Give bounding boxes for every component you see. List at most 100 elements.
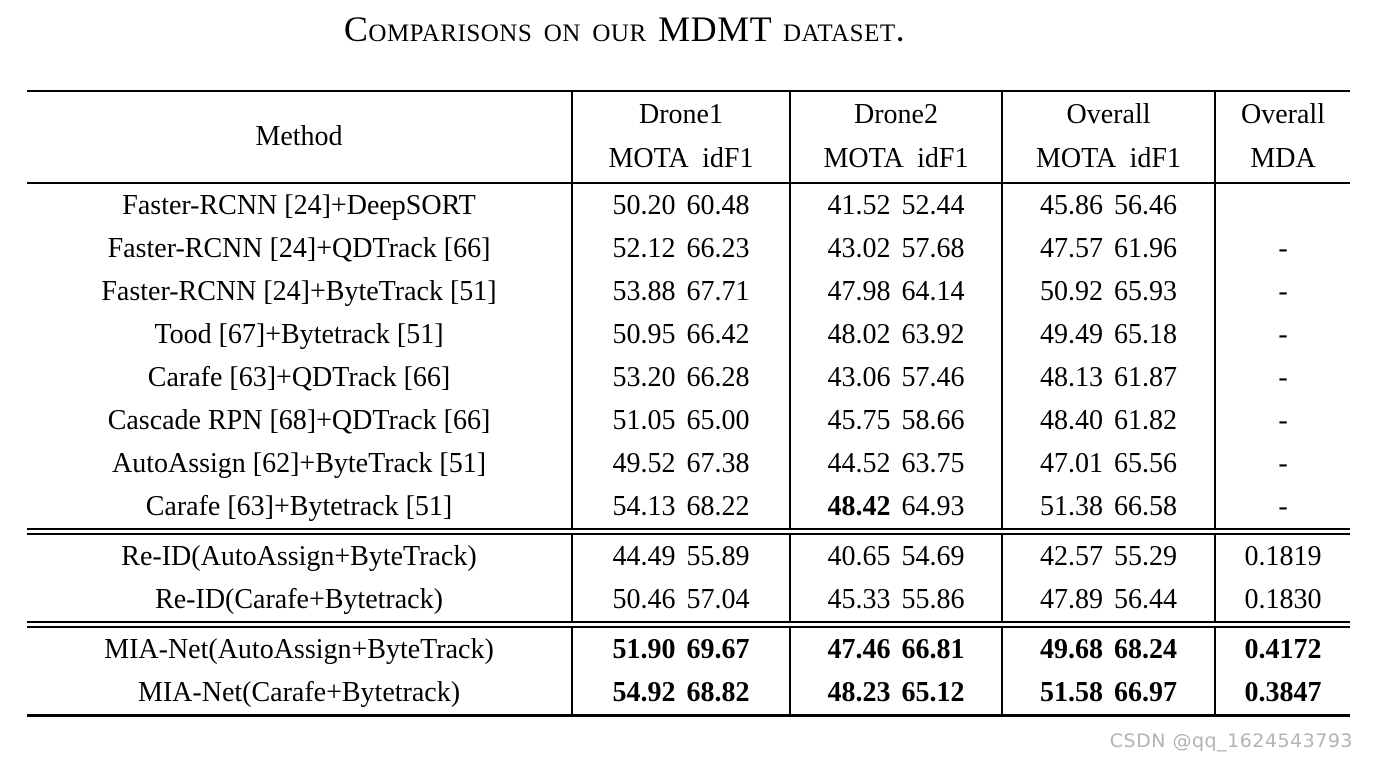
overall-cell: 51.38 66.58 [1001, 485, 1215, 532]
group-label: Drone1 [639, 99, 723, 130]
metric-value: 45.75 [827, 404, 891, 436]
method-cell: Carafe [63]+Bytetrack [51] [145, 490, 453, 522]
method-cell: Tood [67]+Bytetrack [51] [154, 318, 444, 350]
metric-value: 48.23 [827, 676, 891, 708]
drone2-cell: 41.52 52.44 [789, 183, 1002, 227]
metric-value: 57.46 [901, 361, 965, 393]
metric-value: 51.38 [1040, 490, 1103, 522]
mda-cell: 0.4172 [1214, 621, 1350, 671]
overall-cell: 48.13 61.87 [1001, 356, 1215, 399]
metric-value: 61.87 [1114, 361, 1177, 393]
method-cell: Carafe [63]+QDTrack [66] [147, 361, 451, 393]
metric-value: 61.96 [1114, 232, 1177, 264]
metric-value: 65.93 [1114, 275, 1177, 307]
drone2-cell: 47.98 64.14 [789, 270, 1002, 313]
metric-value: 50.95 [612, 318, 676, 350]
metric-value: - [1278, 404, 1288, 436]
metric-value: 42.57 [1040, 540, 1103, 572]
metric-value: 48.02 [827, 318, 891, 350]
metric-value: - [1278, 232, 1288, 264]
table-row: Faster-RCNN [24]+DeepSORT 50.20 60.48 41.52… [27, 183, 1350, 227]
metric-value: 57.04 [686, 583, 750, 615]
table-header: Method Drone1 MOTA idF1 Drone2 MOTA idF1… [27, 91, 1350, 184]
drone2-cell: 43.06 57.46 [789, 356, 1002, 399]
overall-cell: 50.92 65.93 [1001, 270, 1215, 313]
drone1-cell: 50.46 57.04 [571, 578, 790, 625]
metric-value: - [1278, 275, 1288, 307]
metric-value: 0.4172 [1244, 633, 1322, 665]
table-row: AutoAssign [62]+ByteTrack [51] 49.52 67.38… [27, 442, 1350, 485]
metric-value: 57.68 [901, 232, 965, 264]
metric-value: 0.1830 [1244, 583, 1322, 615]
metric-value: 66.58 [1114, 490, 1177, 522]
method-cell: AutoAssign [62]+ByteTrack [51] [111, 447, 487, 479]
mda-cell: - [1214, 356, 1350, 399]
metric-value: 56.44 [1114, 583, 1177, 615]
column-header-overall: Overall MOTA idF1 [1001, 91, 1215, 184]
metric-value: 65.56 [1114, 447, 1177, 479]
metric-value: 45.86 [1040, 189, 1103, 221]
mda-cell: - [1214, 442, 1350, 485]
drone1-cell: 53.20 66.28 [571, 356, 790, 399]
drone1-cell: 51.05 65.00 [571, 399, 790, 442]
metric-value: 68.22 [686, 490, 750, 522]
group-label: Drone2 [854, 99, 938, 130]
metric-value: 48.13 [1040, 361, 1103, 393]
metric-value: 54.92 [612, 676, 676, 708]
group-sub: MOTA idF1 [823, 143, 969, 174]
drone1-cell: 50.20 60.48 [571, 183, 790, 227]
drone2-cell: 48.23 65.12 [789, 671, 1002, 716]
group-sub: MOTA idF1 [608, 143, 754, 174]
section-mianet: MIA-Net(AutoAssign+ByteTrack) 51.90 69.67 4… [27, 621, 1350, 716]
metric-value: 61.82 [1114, 404, 1177, 436]
table-row: Re-ID(AutoAssign+ByteTrack) 44.49 55.89 40.… [27, 528, 1350, 578]
overall-cell: 49.49 65.18 [1001, 313, 1215, 356]
table-row: Tood [67]+Bytetrack [51] 50.95 66.42 48.02 6… [27, 313, 1350, 356]
overall-cell: 42.57 55.29 [1001, 528, 1215, 578]
metric-value: 40.65 [827, 540, 891, 572]
metric-value: 66.81 [901, 633, 965, 665]
overall-cell: 49.68 68.24 [1001, 621, 1215, 671]
metric-value: 69.67 [686, 633, 750, 665]
metric-value: 52.44 [901, 189, 965, 221]
method-cell: Faster-RCNN [24]+QDTrack [66] [107, 232, 491, 264]
metric-value: 63.75 [901, 447, 965, 479]
table-caption: Comparisons on our MDMT dataset. [343, 9, 906, 49]
mda-cell: 0.1830 [1214, 578, 1350, 625]
metric-value: 66.97 [1114, 676, 1177, 708]
metric-value: 65.18 [1114, 318, 1177, 350]
group-sub: MOTA idF1 [1035, 143, 1181, 174]
table-row: Carafe [63]+Bytetrack [51] 54.13 68.22 48.4… [27, 485, 1350, 532]
table-row: Faster-RCNN [24]+ByteTrack [51] 53.88 67.7… [27, 270, 1350, 313]
metric-value: 47.98 [827, 275, 891, 307]
metric-value: 48.40 [1040, 404, 1103, 436]
mda-cell: 0.1819 [1214, 528, 1350, 578]
mda-cell: - [1214, 399, 1350, 442]
method-cell: MIA-Net(Carafe+Bytetrack) [137, 676, 461, 708]
overall-cell: 51.58 66.97 [1001, 671, 1215, 716]
table-row: MIA-Net(Carafe+Bytetrack) 54.92 68.82 48.23… [27, 671, 1350, 716]
drone2-cell: 45.75 58.66 [789, 399, 1002, 442]
metric-value: 55.86 [901, 583, 965, 615]
metric-value: 54.69 [901, 540, 965, 572]
overall-cell: 47.89 56.44 [1001, 578, 1215, 625]
metric-value: 44.49 [612, 540, 676, 572]
metric-value: 60.48 [686, 189, 750, 221]
metric-value: 43.02 [827, 232, 891, 264]
metric-value: 68.82 [686, 676, 750, 708]
metric-value: - [1278, 318, 1288, 350]
metric-value: 52.12 [612, 232, 676, 264]
metric-value: 56.46 [1114, 189, 1177, 221]
metric-value: 47.46 [827, 633, 891, 665]
metric-value: 63.92 [901, 318, 965, 350]
metric-value: 43.06 [827, 361, 891, 393]
metric-value: 47.57 [1040, 232, 1103, 264]
metric-value: 53.88 [612, 275, 676, 307]
metric-value: 66.42 [686, 318, 750, 350]
metric-value: 64.14 [901, 275, 965, 307]
metric-value: 65.00 [686, 404, 750, 436]
watermark: CSDN @qq_1624543793 [1109, 730, 1353, 752]
overall-cell: 45.86 56.46 [1001, 183, 1215, 227]
metric-value: 66.23 [686, 232, 750, 264]
table-row: MIA-Net(AutoAssign+ByteTrack) 51.90 69.67 4… [27, 621, 1350, 671]
